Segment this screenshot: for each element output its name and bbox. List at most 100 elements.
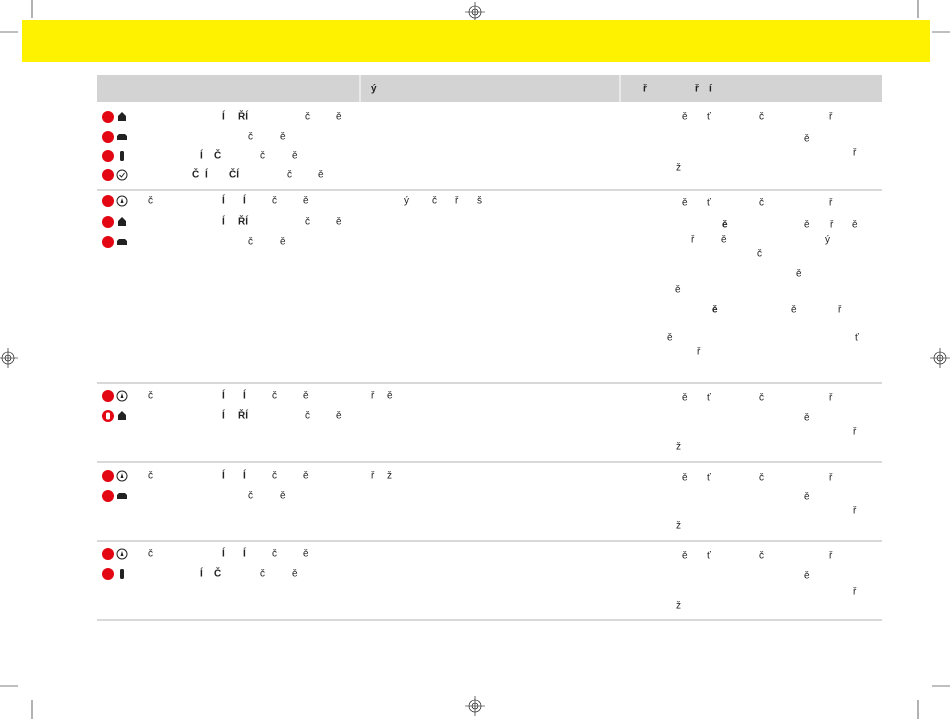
cell-text: ž: [387, 471, 392, 482]
cell-text: č: [759, 112, 764, 123]
cell-text: ý: [404, 196, 409, 207]
status-dot: [102, 111, 114, 123]
cell-text: ŘÍ: [238, 110, 248, 123]
cell-text: č: [148, 391, 153, 402]
cell-text: ě: [682, 473, 688, 484]
table-header: [97, 75, 882, 102]
cell-text: ě: [303, 471, 309, 482]
cell-text: Í: [222, 409, 225, 422]
cell-text: ř: [829, 551, 833, 562]
icon-compass: [116, 390, 128, 402]
status-ring: [106, 412, 110, 420]
cell-text: ě: [804, 492, 810, 503]
cell-text: ř: [691, 235, 695, 246]
status-dot: [102, 548, 114, 560]
status-dot: [102, 216, 114, 228]
cell-text: ě: [318, 170, 324, 181]
cell-text: ě: [667, 333, 673, 344]
cell-text: ě: [722, 220, 728, 231]
icon-compass-needle: [120, 393, 124, 398]
icon-house: [118, 112, 126, 121]
cell-text: Í: [200, 149, 203, 162]
cell-text: ř: [455, 196, 459, 207]
cell-text: ř: [853, 427, 857, 438]
cell-text: ř: [853, 587, 857, 598]
icon-compass-needle: [120, 551, 124, 556]
icon: [116, 195, 128, 207]
cell-text: ř: [829, 112, 833, 123]
status-dot: [102, 470, 114, 482]
cell-text: ě: [292, 569, 298, 580]
icon: [120, 151, 124, 161]
status-dot: [102, 150, 114, 162]
cell-text: Í: [222, 215, 225, 228]
icon: [116, 470, 128, 482]
cell-text: ř: [853, 148, 857, 159]
icon: [117, 239, 127, 245]
cell-text: č: [759, 198, 764, 209]
header-bar: [22, 20, 930, 62]
cell-text: ř: [697, 347, 701, 358]
header-cell: ř: [695, 84, 699, 95]
cell-text: Í: [200, 567, 203, 580]
cell-text: ř: [371, 391, 375, 402]
cell-text: Í: [243, 547, 246, 560]
cell-text: ě: [336, 217, 342, 228]
cell-text: ř: [371, 471, 375, 482]
cell-text: ě: [804, 413, 810, 424]
status-dot: [102, 236, 114, 248]
cell-text: ě: [682, 551, 688, 562]
cell-text: ŘÍ: [238, 215, 248, 228]
cell-text: ě: [336, 411, 342, 422]
cell-text: ě: [791, 305, 797, 316]
cell-text: ě: [336, 112, 342, 123]
status-dot: [102, 131, 114, 143]
cell-text: č: [272, 196, 277, 207]
cell-text: Í: [222, 469, 225, 482]
header-cell: ý: [371, 84, 377, 95]
icon-compass-needle: [120, 198, 124, 203]
cell-text: ě: [303, 391, 309, 402]
cell-text: ě: [804, 220, 810, 231]
icon: [118, 411, 126, 420]
cell-text: ě: [682, 198, 688, 209]
cell-text: ě: [721, 235, 727, 246]
cell-text: ě: [303, 549, 309, 560]
cell-text: č: [305, 411, 310, 422]
cell-text: č: [248, 132, 253, 143]
status-dot: [102, 568, 114, 580]
cell-text: Í: [243, 194, 246, 207]
cell-text: ý: [825, 235, 830, 246]
icon-check-mark: [119, 172, 125, 178]
cell-text: č: [759, 393, 764, 404]
icon-car: [117, 493, 127, 499]
cell-text: ř: [829, 198, 833, 209]
cell-text: ť: [707, 393, 711, 404]
cell-text: ř: [830, 220, 834, 231]
cell-text: ě: [796, 269, 802, 280]
icon: [117, 134, 127, 140]
cell-text: ě: [303, 196, 309, 207]
cell-text: ť: [855, 333, 859, 344]
cell-text: ě: [804, 571, 810, 582]
icon-battery: [120, 151, 124, 161]
icon: [118, 217, 126, 226]
cell-text: č: [272, 391, 277, 402]
cell-text: Í: [243, 469, 246, 482]
cell-text: ě: [292, 151, 298, 162]
icon: [118, 112, 126, 121]
cell-text: ť: [707, 198, 711, 209]
cell-text: č: [305, 112, 310, 123]
icon: [116, 169, 128, 181]
icon-battery: [120, 569, 124, 579]
cell-text: ě: [682, 393, 688, 404]
cell-text: ř: [829, 473, 833, 484]
icon-compass: [116, 548, 128, 560]
cell-text: č: [432, 196, 437, 207]
cell-text: ž: [676, 601, 681, 612]
cell-text: Č: [214, 567, 221, 580]
icon-compass: [116, 470, 128, 482]
cell-text: č: [248, 491, 253, 502]
